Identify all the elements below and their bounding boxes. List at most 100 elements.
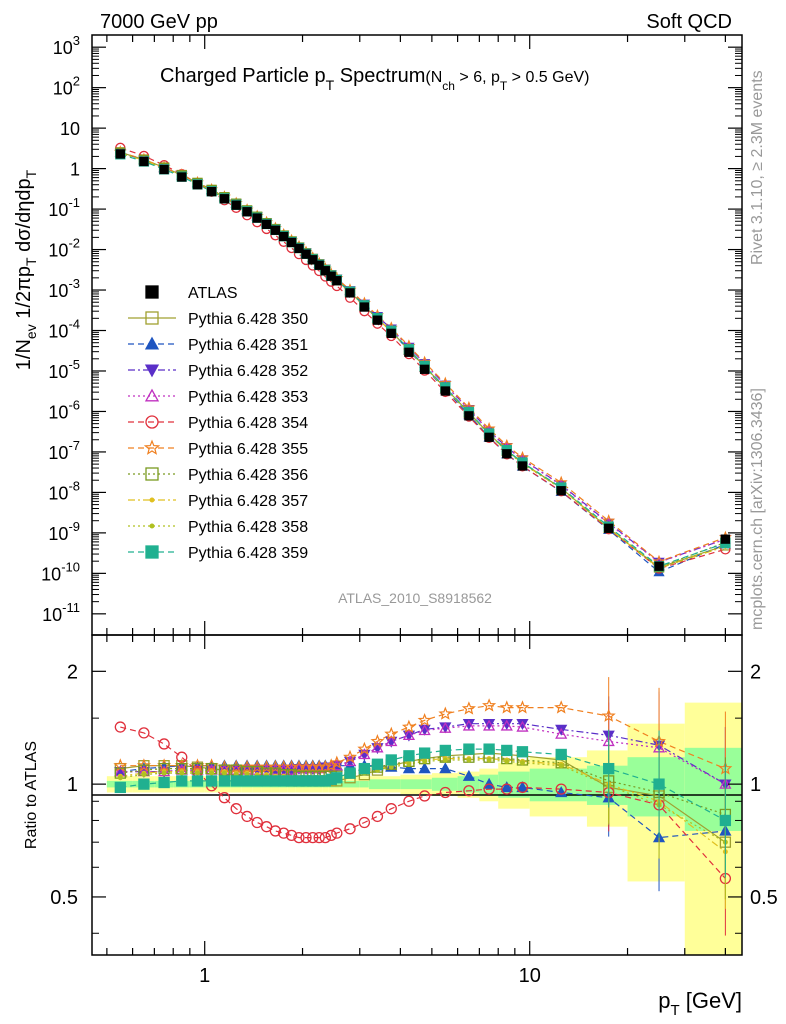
ratio-point-354: [358, 816, 371, 829]
ratio-point-355: [417, 712, 432, 727]
header-left: 7000 GeV pp: [100, 11, 218, 33]
legend-marker: [145, 285, 159, 299]
ratio-marks: [113, 677, 733, 936]
ratio-point-359: [371, 758, 384, 770]
title-cond-sub2: T: [500, 79, 508, 93]
header-right: Soft QCD: [646, 11, 732, 33]
ratio-point-352: [516, 719, 529, 730]
legend-label: Pythia 6.428 353: [188, 389, 308, 406]
main-point-atlas: [359, 302, 370, 312]
main-point-atlas: [372, 315, 383, 325]
ratio-point-355: [482, 698, 497, 712]
ratio-point-351: [418, 762, 431, 774]
ratio-point-354: [230, 803, 242, 815]
ratio-point-358: [161, 770, 167, 776]
band-stat: [339, 780, 360, 788]
ratio-point-354: [218, 792, 231, 804]
ratio-point-354: [344, 823, 356, 835]
ratio-point-355: [461, 701, 476, 715]
ratio-point-351: [402, 762, 416, 774]
ratio-point-359: [218, 775, 231, 787]
main-point-atlas: [345, 288, 355, 298]
mcplots-label: mcplots.cern.ch [arXiv:1306.3436]: [749, 388, 766, 630]
ratio-point-354: [251, 816, 263, 829]
ratio-point-358: [504, 758, 510, 764]
ratio-point-354: [260, 821, 273, 833]
ytick-label: 1: [70, 160, 80, 180]
main-plot: 10-1110-1010-910-810-710-610-510-410-310…: [41, 33, 743, 636]
main-point-atlas: [464, 411, 474, 421]
ratio-point-358: [519, 760, 525, 766]
ratio-point-358: [221, 770, 227, 776]
ratio-point-358: [406, 761, 412, 767]
ratio-point-353: [358, 748, 371, 760]
ratio-point-354: [463, 785, 475, 797]
ratio-point-355: [357, 741, 372, 756]
ratio-point-359: [653, 778, 665, 790]
ytick-label: 10-11: [42, 600, 80, 625]
ratio-point-354: [331, 827, 343, 839]
main-point-atlas: [556, 486, 566, 496]
ratio-point-351: [555, 786, 568, 798]
main-point-atlas: [301, 249, 311, 259]
ratio-point-358: [209, 770, 215, 776]
ratio-ytick-label-right: 2: [750, 661, 761, 683]
band-stat: [400, 779, 417, 790]
main-point-atlas: [159, 164, 169, 175]
ratio-point-351: [439, 762, 452, 774]
ratio-point-351: [500, 781, 513, 793]
legend-label: Pythia 6.428 357: [188, 493, 308, 510]
legend-marker: [149, 497, 155, 503]
legend-label: Pythia 6.428 351: [188, 337, 308, 354]
ratio-point-358: [194, 770, 200, 776]
legend-marker: [144, 388, 160, 402]
ratio-point-353: [516, 720, 529, 732]
ratio-point-354: [555, 783, 567, 795]
ratio-point-359: [483, 743, 495, 755]
title-cond-end: > 0.5 GeV): [507, 69, 589, 86]
ratio-point-353: [500, 719, 513, 731]
main-point-atlas: [484, 432, 494, 442]
ratio-point-359: [344, 767, 356, 779]
main-point-atlas: [604, 523, 614, 533]
ratio-point-354: [269, 825, 282, 837]
legend-marker: [145, 545, 159, 559]
ytick-label: 10-8: [48, 478, 80, 503]
main-point-atlas: [320, 266, 330, 276]
xtick-label: 10: [519, 965, 541, 987]
legend-marker: [149, 523, 155, 529]
title-after: Spectrum: [334, 65, 425, 87]
ratio-point-358: [422, 758, 428, 764]
ratio-point-359: [719, 814, 732, 827]
xtick-label: 1: [199, 965, 210, 987]
main-point-atlas: [231, 200, 241, 210]
title-cond-sub1: ch: [442, 79, 455, 93]
legend-label: Pythia 6.428 355: [188, 441, 308, 458]
ratio-point-354: [278, 827, 290, 839]
ratio-ytick-label-left: 1: [67, 774, 78, 796]
ratio-point-355: [499, 700, 514, 714]
main-point-atlas: [270, 225, 281, 235]
ratio-line-354: [120, 726, 726, 879]
legend-marker: [143, 439, 161, 455]
ytick-label: 10-3: [48, 276, 80, 301]
ratio-point-353: [418, 724, 431, 736]
main-point-atlas: [654, 561, 664, 571]
ratio-ytick-label-left: 0.5: [50, 887, 78, 909]
ratio-ylabel: Ratio to ATLAS: [23, 741, 40, 849]
ratio-point-354: [241, 810, 253, 823]
ratio-point-353: [371, 741, 384, 753]
ratio-point-358: [117, 775, 123, 781]
ratio-ytick-label-right: 1: [750, 774, 761, 796]
main-point-atlas: [279, 231, 289, 242]
main-point-atlas: [332, 276, 342, 286]
legend-marker: [145, 415, 159, 429]
ytick-label: 10-2: [48, 236, 80, 261]
ratio-point-355: [554, 700, 569, 714]
ratio-ytick-label-left: 2: [67, 661, 78, 683]
ratio-point-354: [138, 727, 150, 739]
ytick-label: 10-9: [48, 519, 80, 544]
main-point-atlas: [115, 149, 125, 159]
main-point-atlas: [517, 461, 528, 471]
main-point-atlas: [206, 186, 217, 197]
